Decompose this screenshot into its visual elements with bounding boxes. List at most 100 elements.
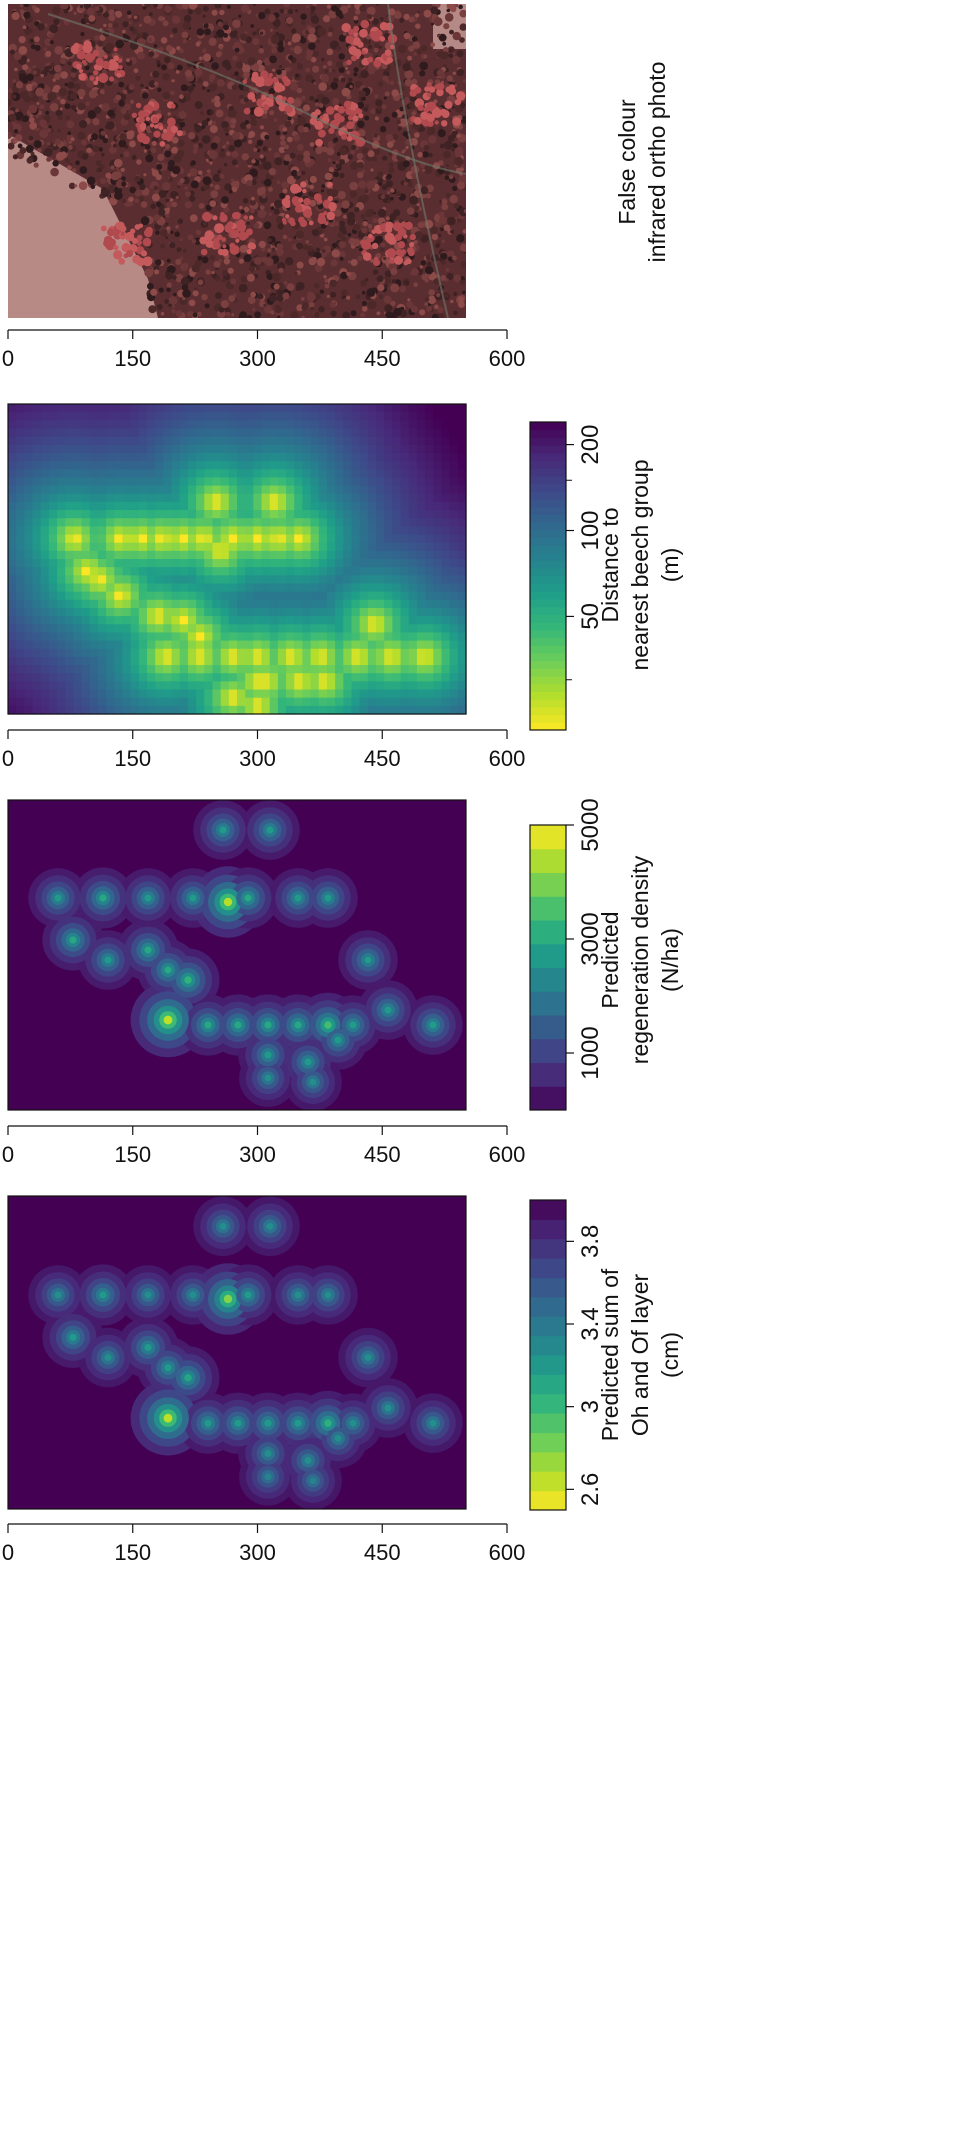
- colorbar-frame: [529, 1199, 567, 1511]
- colorbar-tick-label: 200: [577, 425, 604, 465]
- axis-tick-label: 300: [239, 1540, 276, 1565]
- humus-heatmap: [7, 1195, 467, 1510]
- regeneration-heatmap: [7, 799, 467, 1111]
- panel-humus-layer: 0 150 300 450 600 2.6 3 3.4 3.8 Predicted sum o…: [2, 1195, 683, 1565]
- panel-1-title-line-2: infrared ortho photo: [644, 62, 670, 263]
- panel-3-axis: 0 150 300 450 600: [2, 1125, 525, 1167]
- axis-tick-label: 300: [239, 746, 276, 771]
- colorbar-level: [530, 1062, 566, 1087]
- panel-3-colorbar-label-line-2: regeneration density: [627, 855, 653, 1064]
- density-layer: [8, 800, 466, 1110]
- colorbar-step: [530, 537, 566, 546]
- colorbar-step: [530, 691, 566, 700]
- panel-regeneration: 0 150 300 450 600 1000 3000 5000 Predicted reg…: [2, 798, 683, 1167]
- colorbar-tick-label: 2.6: [577, 1473, 604, 1506]
- distance-heatmap: [7, 403, 467, 715]
- colorbar-step: [530, 676, 566, 685]
- colorbar-tick-label: 50: [577, 603, 604, 630]
- colorbar-frame: [529, 421, 567, 731]
- panel-2-colorbar-label-line-1: Distance to: [597, 507, 623, 622]
- colorbar-step: [530, 653, 566, 662]
- colorbar-tick-label: 3.8: [577, 1225, 604, 1258]
- axis-tick-label: 450: [364, 746, 401, 771]
- forest-track: [387, 4, 449, 318]
- colorbar-step: [530, 491, 566, 500]
- axis-tick-label: 0: [2, 746, 14, 771]
- panel-2-colorbar: 50 100 200: [529, 421, 604, 731]
- colorbar-step: [530, 622, 566, 631]
- field-area: [8, 134, 158, 318]
- colorbar-level: [530, 872, 566, 897]
- colorbar-step: [530, 506, 566, 515]
- axis-tick-label: 300: [239, 346, 276, 371]
- colorbar-step: [530, 668, 566, 677]
- colorbar-level: [530, 1471, 566, 1492]
- colorbar-step: [530, 583, 566, 592]
- colorbar-step: [530, 706, 566, 716]
- panel-2-colorbar-label-line-2: nearest beech group: [627, 460, 653, 671]
- colorbar-step: [530, 699, 566, 708]
- colorbar-level: [530, 1432, 566, 1453]
- panel-3-colorbar-label-line-3: (N/ha): [657, 928, 683, 992]
- colorbar-step: [530, 483, 566, 492]
- colorbar-level: [530, 1086, 566, 1111]
- colorbar-tick-label: 1000: [577, 1026, 604, 1079]
- colorbar-step: [530, 683, 566, 692]
- colorbar-step: [530, 445, 566, 454]
- colorbar-step: [530, 460, 566, 469]
- colorbar-step: [530, 475, 566, 485]
- colorbar-level: [530, 1393, 566, 1414]
- axis-tick-label: 600: [489, 746, 526, 771]
- colorbar-level: [530, 991, 566, 1016]
- panel-4-colorbar-label-line-3: (cm): [657, 1332, 683, 1378]
- density-layer: [8, 1196, 466, 1509]
- panel-4-colorbar-label-line-2: Oh and Of layer: [627, 1273, 653, 1436]
- colorbar-step: [530, 560, 566, 569]
- colorbar-step: [530, 637, 566, 646]
- colorbar-step: [530, 568, 566, 577]
- colorbar-step: [530, 606, 566, 615]
- panel-3-colorbar-label-line-1: Predicted: [597, 911, 623, 1008]
- colorbar-step: [530, 614, 566, 623]
- colorbar-level: [530, 943, 566, 968]
- colorbar-level: [530, 920, 566, 945]
- panel-4-colorbar-label-line-1: Predicted sum of: [597, 1268, 623, 1441]
- colorbar-level: [530, 1335, 566, 1356]
- colorbar-tick-label: 3.4: [577, 1307, 604, 1340]
- axis-tick-label: 0: [2, 1142, 14, 1167]
- colorbar-step: [530, 714, 566, 723]
- axis-tick-label: 0: [2, 1540, 14, 1565]
- panel-3-colorbar: 1000 3000 5000: [529, 798, 604, 1111]
- axis-tick-label: 600: [489, 1540, 526, 1565]
- colorbar-tick-label: 3: [577, 1400, 604, 1413]
- colorbar-level: [530, 1277, 566, 1298]
- colorbar-step: [530, 422, 566, 431]
- panel-distance: 0 150 300 450 600 50 100 200 Distance to neare…: [2, 403, 683, 771]
- axis-tick-label: 150: [114, 1142, 151, 1167]
- heatmap-frame: [7, 403, 467, 715]
- panel-ortho-photo: 0 150 300 450 600 False colour infrared orth…: [2, 4, 670, 371]
- colorbar-step: [530, 437, 566, 446]
- colorbar-step: [530, 552, 566, 562]
- colorbar-step: [530, 522, 566, 531]
- axis-tick-label: 150: [114, 746, 151, 771]
- colorbar-step: [530, 529, 566, 538]
- colorbar-step: [530, 645, 566, 654]
- colorbar-level: [530, 1238, 566, 1259]
- ortho-texture: [8, 4, 466, 318]
- panel-1-title-line-1: False colour: [614, 99, 640, 225]
- axis-tick-label: 150: [114, 346, 151, 371]
- colorbar-step: [530, 429, 566, 438]
- colorbar-step: [530, 629, 566, 639]
- colorbar-step: [530, 591, 566, 600]
- panel-1-axis: 0 150 300 450 600: [2, 329, 525, 371]
- panel-4-colorbar: 2.6 3 3.4 3.8: [529, 1199, 604, 1511]
- colorbar-step: [530, 468, 566, 477]
- colorbar-step: [530, 599, 566, 608]
- colorbar-tick-label: 100: [577, 510, 604, 550]
- colorbar-tick-label: 5000: [577, 798, 604, 851]
- colorbar-step: [530, 576, 566, 585]
- colorbar-step: [530, 545, 566, 554]
- heatmap-frame: [7, 799, 467, 1111]
- axis-tick-label: 450: [364, 1540, 401, 1565]
